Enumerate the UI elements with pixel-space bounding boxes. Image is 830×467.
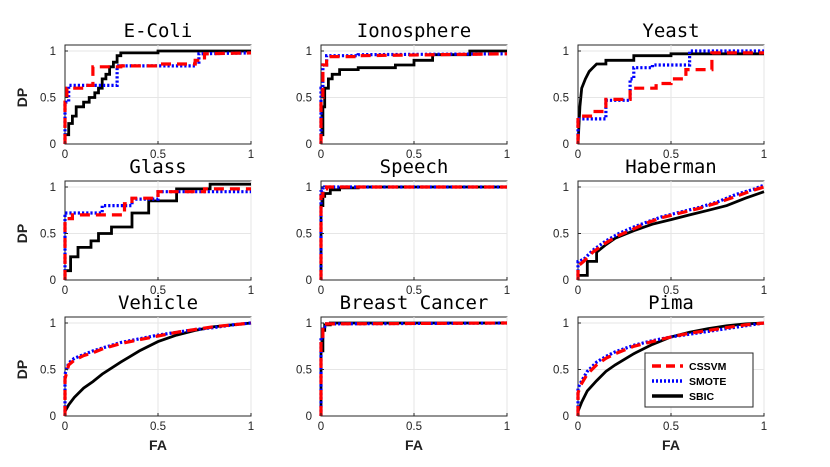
legend-label-smote: SMOTE: [689, 376, 726, 388]
legend-label-cssvm: CSSVM: [689, 361, 727, 373]
series-cssvm: [576, 321, 765, 416]
x-tick-label: 0.5: [150, 149, 166, 161]
panel-title: Haberman: [625, 156, 717, 178]
y-tick-label: 0: [563, 411, 569, 423]
y-tick-label: 1: [563, 46, 569, 58]
series-cssvm: [63, 321, 252, 416]
y-tick-label: 1: [50, 46, 56, 58]
y-tick-label: 0: [563, 139, 569, 151]
x-tick-label: 0: [575, 421, 581, 433]
panel-title: Breast Cancer: [340, 292, 489, 314]
x-tick-label: 0: [62, 421, 68, 433]
x-tick-label: 0.5: [663, 421, 679, 433]
panel-haberman: 00 0.5 0.5 1 1 Haberman: [553, 156, 767, 297]
y-tick-label: 0: [306, 139, 312, 151]
x-tick-label: 0: [575, 149, 581, 161]
y-tick-label: 0.5: [40, 365, 56, 377]
y-tick-label: 1: [306, 182, 312, 194]
x-tick-label: 1: [504, 421, 510, 433]
x-tick-label: 0.5: [150, 285, 166, 297]
x-axis-label: FA: [405, 437, 423, 453]
panel-title: Yeast: [642, 20, 699, 42]
series-sbic: [576, 52, 764, 145]
x-tick-label: 1: [761, 421, 767, 433]
x-tick-label: 1: [504, 149, 510, 161]
y-tick-label: 0: [563, 275, 569, 287]
x-tick-label: 0: [62, 149, 68, 161]
legend-box: [644, 352, 754, 408]
x-tick-label: 0: [62, 285, 68, 297]
series-cssvm: [319, 185, 507, 280]
y-tick-label: 1: [50, 182, 56, 194]
panel-title: Speech: [380, 156, 449, 178]
series-cssvm: [63, 187, 251, 280]
y-tick-label: 0: [50, 411, 56, 423]
legend-label-sbic: SBIC: [689, 391, 715, 403]
x-axis-label: FA: [149, 437, 167, 453]
y-tick-label: 0.5: [553, 229, 569, 241]
panel-vehicle: 00 0.5 0.5 1 1 Vehicle DP FA: [14, 292, 254, 453]
y-tick-label: 0: [50, 139, 56, 151]
x-tick-label: 0: [318, 421, 324, 433]
y-tick-label: 0.5: [296, 365, 312, 377]
series-sbic: [319, 49, 507, 144]
series-cssvm: [576, 185, 765, 280]
x-axis-label: FA: [662, 437, 680, 453]
y-tick-label: 1: [563, 182, 569, 194]
panel-title: E-Coli: [124, 20, 193, 42]
y-tick-label: 1: [306, 318, 312, 330]
y-tick-label: 0.5: [40, 229, 56, 241]
panel-ionosphere: 00 0.5 0.5 1 1 Ionosphere: [296, 20, 510, 161]
x-tick-label: 1: [248, 285, 254, 297]
y-tick-label: 0.5: [553, 365, 569, 377]
y-tick-label: 0.5: [40, 93, 56, 105]
y-tick-label: 0: [306, 275, 312, 287]
panel-title: Pima: [648, 292, 694, 314]
y-axis-label: DP: [14, 88, 30, 107]
panel-title: Glass: [129, 156, 186, 178]
panel-breast-cancer: 00 0.5 0.5 1 1 Breast Cancer FA: [296, 292, 510, 453]
panel-glass: 00 0.5 0.5 1 1 Glass DP: [14, 156, 254, 297]
x-tick-label: 0: [318, 149, 324, 161]
x-tick-label: 0.5: [663, 149, 679, 161]
y-tick-label: 1: [50, 318, 56, 330]
x-tick-label: 0.5: [663, 285, 679, 297]
series-smote: [576, 49, 764, 144]
x-tick-label: 0: [575, 285, 581, 297]
y-axis-label: DP: [14, 360, 30, 379]
x-tick-label: 0.5: [406, 421, 422, 433]
panels-group: 000.50.511E-ColiDP000.50.511Ionosphere00…: [14, 20, 767, 453]
x-tick-label: 1: [761, 285, 767, 297]
series-cssvm: [319, 321, 508, 416]
x-tick-label: 1: [504, 285, 510, 297]
y-tick-label: 0: [50, 275, 56, 287]
series-cssvm: [576, 51, 764, 144]
y-tick-label: 0: [306, 411, 312, 423]
panel-speech: 00 0.5 0.5 1 1 Speech: [296, 156, 510, 297]
series-sbic: [576, 321, 765, 416]
series-smote: [319, 185, 507, 280]
x-tick-label: 0.5: [406, 149, 422, 161]
panel-yeast: 00 0.5 0.5 1 1 Yeast: [553, 20, 767, 161]
y-tick-label: 0.5: [553, 93, 569, 105]
y-tick-label: 1: [563, 318, 569, 330]
series-smote: [63, 190, 251, 280]
y-tick-label: 0.5: [296, 93, 312, 105]
y-tick-label: 0.5: [296, 229, 312, 241]
x-tick-label: 0.5: [150, 421, 166, 433]
series-cssvm: [63, 51, 252, 144]
x-tick-label: 1: [761, 149, 767, 161]
x-tick-label: 1: [248, 149, 254, 161]
y-tick-label: 1: [306, 46, 312, 58]
x-tick-label: 0: [318, 285, 324, 297]
x-tick-label: 0.5: [406, 285, 422, 297]
panel-title: Ionosphere: [357, 20, 471, 42]
panel-title: Vehicle: [118, 292, 198, 314]
series-sbic: [63, 49, 251, 144]
legend: CSSVM SMOTE SBIC: [644, 352, 754, 408]
y-axis-label: DP: [14, 224, 30, 243]
panel-e-coli: 00 0.5 0.5 1 1 E-Coli DP: [14, 20, 254, 161]
x-tick-label: 1: [248, 421, 254, 433]
